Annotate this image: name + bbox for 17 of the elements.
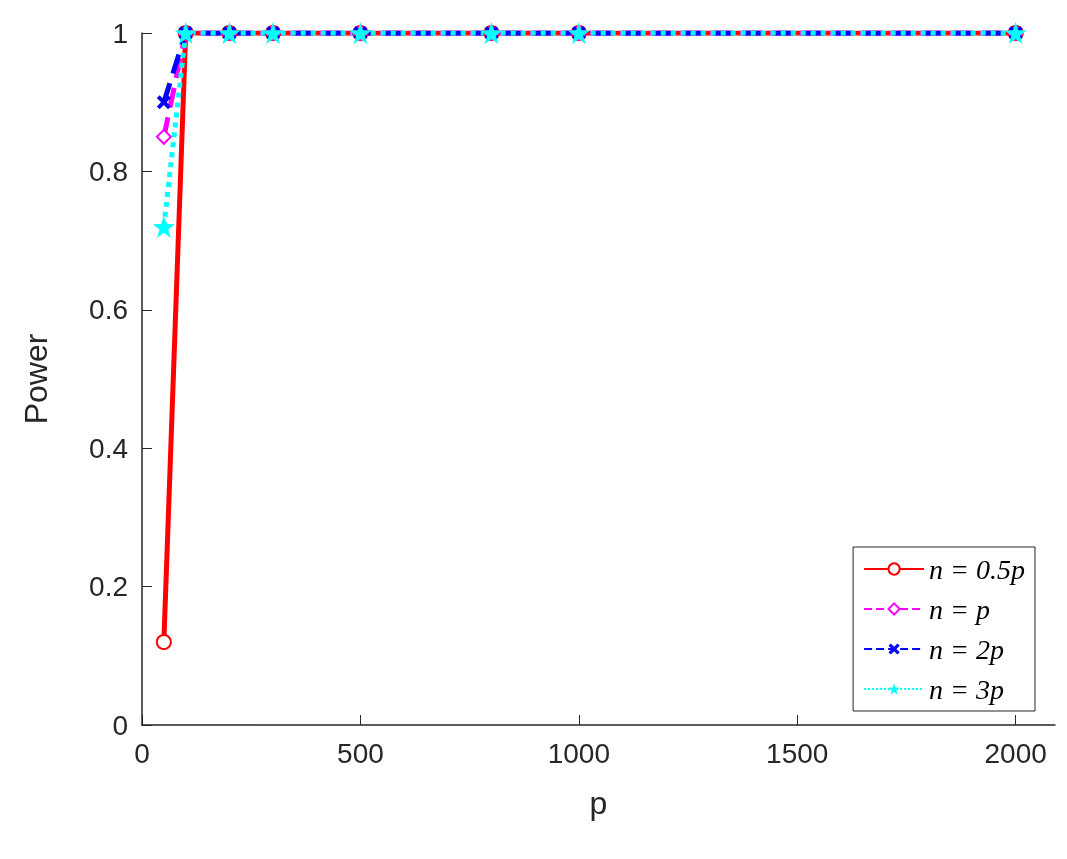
y-tick-label: 0.4 bbox=[89, 432, 128, 464]
legend-label: n = 0.5p bbox=[929, 553, 1026, 585]
x-tick-label: 2000 bbox=[984, 737, 1047, 769]
x-tick-label: 1500 bbox=[766, 737, 829, 769]
x-tick-label: 500 bbox=[337, 737, 384, 769]
legend-label: n = 2p bbox=[929, 633, 1005, 665]
x-tick-label: 0 bbox=[134, 737, 150, 769]
legend-label: n = 3p bbox=[929, 673, 1005, 705]
y-axis-title: Power bbox=[18, 333, 54, 425]
y-tick-label: 0.6 bbox=[89, 294, 128, 326]
y-tick-label: 1 bbox=[112, 17, 128, 49]
x-axis-title: p bbox=[589, 785, 608, 821]
y-tick-label: 0.2 bbox=[89, 571, 128, 603]
legend-label: n = p bbox=[929, 593, 991, 625]
y-tick-label: 0 bbox=[112, 709, 128, 741]
y-tick-label: 0.8 bbox=[89, 155, 128, 187]
x-tick-label: 1000 bbox=[547, 737, 610, 769]
